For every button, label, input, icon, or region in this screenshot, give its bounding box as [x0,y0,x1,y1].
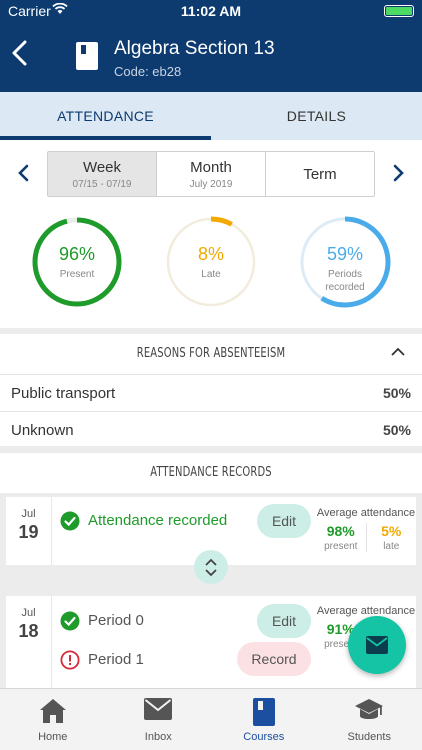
check-circle-icon [60,511,80,531]
page-title: Algebra Section 13 [114,38,275,59]
periods-caption-line1: Periods [328,269,362,280]
period-option-range: July 2019 [189,179,233,190]
bottom-tab-bar: Home Inbox Courses Students [0,688,422,750]
avg-present-label: present [324,639,358,650]
course-header: Algebra Section 13 Code: eb28 [0,22,422,92]
mail-icon [366,636,388,654]
edit-button[interactable]: Edit [257,604,311,638]
tabbar-label: Inbox [144,731,172,743]
book-icon [76,42,98,70]
tab-attendance[interactable]: ATTENDANCE [0,92,211,140]
avg-late-value: 5% [381,523,402,539]
average-attendance-title: Average attendance [316,507,416,519]
late-caption: Late [201,269,221,280]
reason-row: Public transport 50% [0,374,422,411]
edit-button[interactable]: Edit [257,504,311,538]
records-header: ATTENDANCE RECORDS [0,453,422,493]
average-attendance-title: Average attendance [316,605,416,617]
avg-late-label: late [383,541,400,552]
chevron-left-icon[interactable] [14,162,34,184]
record-day: 19 [18,522,39,542]
check-circle-icon [60,611,80,631]
reason-label: Public transport [11,385,116,402]
present-value: 96% [58,244,96,264]
avg-present: 91% present [316,621,366,650]
book-icon [252,698,275,726]
alert-circle-icon [60,650,80,670]
tabbar-item-courses[interactable]: Courses [211,689,317,750]
course-code: Code: eb28 [114,64,182,79]
tabbar-label: Courses [243,731,285,743]
battery-icon [384,5,414,17]
reason-label: Unknown [11,422,74,439]
chevron-up-down-icon [205,558,217,577]
late-ring: 8% Late [165,216,257,308]
tab-details[interactable]: DETAILS [286,108,347,124]
record-card: Jul 18 Period 0 Edit Period 1 Record Ave… [6,596,416,688]
average-attendance: Average attendance 98% present 5% late [316,507,416,552]
period-option-week[interactable]: Week 07/15 - 07/19 [48,152,157,196]
graduation-cap-icon [355,699,384,719]
record-day: 18 [18,621,39,641]
late-value: 8% [197,244,224,264]
avg-present-value: 98% [326,523,355,539]
record-status-text: Attendance recorded [88,512,228,529]
avg-late: 5% late [365,523,417,552]
period-option-label: Month [190,159,232,176]
status-bar: Carrier 11:02 AM [0,0,422,22]
period-option-label: Week [82,159,122,176]
tabbar-label: Students [347,731,391,743]
tabbar-label: Home [38,731,68,743]
inbox-icon [144,698,173,720]
back-arrow-icon[interactable] [8,36,32,70]
message-fab-button[interactable] [348,616,406,674]
reason-percent: 50% [382,385,411,401]
reason-row: Unknown 50% [0,411,422,448]
tabbar-item-inbox[interactable]: Inbox [106,689,212,750]
record-date: Jul 19 [6,497,52,565]
periods-value: 59% [326,244,364,264]
tabbar-item-home[interactable]: Home [0,689,106,750]
wifi-icon [52,3,68,14]
record-date: Jul 18 [6,596,52,688]
period-option-month[interactable]: Month July 2019 [157,152,266,196]
avg-present-value: 91% [326,621,355,637]
record-status-text: Period 0 [88,612,144,629]
home-icon [39,699,66,723]
chevron-up-icon[interactable] [390,346,406,358]
record-button[interactable]: Record [237,642,311,676]
reasons-section: REASONS FOR ABSENTEEISM Public transport… [0,334,422,446]
period-selector: Week 07/15 - 07/19 Month July 2019 Term [47,151,375,197]
present-ring: 96% Present [31,216,123,308]
period-option-range: 07/15 - 07/19 [72,179,132,190]
period-option-label: Term [303,166,337,183]
avg-present: 98% present [316,523,366,552]
records-title: ATTENDANCE RECORDS [150,465,272,480]
attendance-summary: Week 07/15 - 07/19 Month July 2019 Term … [0,140,422,328]
clock: 11:02 AM [180,3,242,19]
present-caption: Present [59,269,95,280]
average-attendance: Average attendance 91% present [316,605,416,650]
expand-toggle-button[interactable] [194,550,228,584]
chevron-right-icon[interactable] [388,162,408,184]
periods-recorded-ring: 59% Periods recorded [299,216,391,308]
periods-caption: Periods recorded [299,268,391,294]
record-status-text: Period 1 [88,651,144,668]
record-month: Jul [21,607,36,619]
carrier-label: Carrier [8,3,51,19]
reasons-title: REASONS FOR ABSENTEEISM [136,346,286,361]
period-option-term[interactable]: Term [266,152,374,196]
reason-percent: 50% [382,422,411,438]
tabbar-item-students[interactable]: Students [317,689,422,750]
avg-present-label: present [324,541,358,552]
tab-bar: ATTENDANCE DETAILS [0,92,422,140]
periods-caption-line2: recorded [325,282,365,293]
record-month: Jul [21,508,36,520]
